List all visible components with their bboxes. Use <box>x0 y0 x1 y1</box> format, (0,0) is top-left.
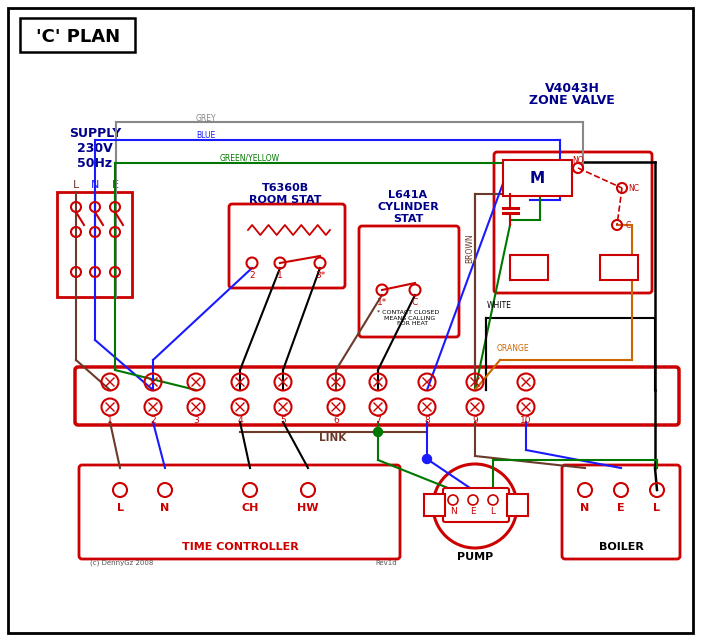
FancyBboxPatch shape <box>57 192 132 297</box>
Text: 5: 5 <box>280 415 286 424</box>
Text: 1: 1 <box>107 415 113 424</box>
FancyBboxPatch shape <box>507 494 528 516</box>
Text: 8: 8 <box>424 415 430 424</box>
Text: L: L <box>654 503 661 513</box>
Text: CH: CH <box>241 503 259 513</box>
Text: V4043H: V4043H <box>545 81 600 94</box>
FancyBboxPatch shape <box>229 204 345 288</box>
Text: SUPPLY
230V
50Hz: SUPPLY 230V 50Hz <box>69 126 121 169</box>
Text: N: N <box>581 503 590 513</box>
Text: L641A: L641A <box>388 190 428 200</box>
Text: N: N <box>91 180 99 190</box>
FancyBboxPatch shape <box>562 465 680 559</box>
Text: E: E <box>112 180 119 190</box>
Text: CYLINDER: CYLINDER <box>377 202 439 212</box>
Text: 3: 3 <box>193 415 199 424</box>
Text: * CONTACT CLOSED
  MEANS CALLING
     FOR HEAT: * CONTACT CLOSED MEANS CALLING FOR HEAT <box>377 310 439 326</box>
Text: 2: 2 <box>249 271 255 279</box>
Text: L: L <box>491 506 496 515</box>
FancyBboxPatch shape <box>8 8 693 633</box>
Text: NO: NO <box>572 156 584 165</box>
Text: 7: 7 <box>375 415 381 424</box>
Text: 1: 1 <box>277 271 283 279</box>
Text: PUMP: PUMP <box>457 552 493 562</box>
Text: E: E <box>617 503 625 513</box>
Circle shape <box>373 428 383 437</box>
Text: Rev1d: Rev1d <box>375 560 397 566</box>
Text: LINK: LINK <box>319 433 347 443</box>
Text: BLUE: BLUE <box>196 131 216 140</box>
Text: 1*: 1* <box>377 297 387 306</box>
Text: TIME CONTROLLER: TIME CONTROLLER <box>182 542 298 552</box>
Text: T6360B: T6360B <box>261 183 309 193</box>
FancyBboxPatch shape <box>424 494 445 516</box>
Text: NC: NC <box>628 183 640 192</box>
Text: M: M <box>529 171 545 185</box>
Text: 10: 10 <box>520 415 531 424</box>
Text: (c) DennyGz 2008: (c) DennyGz 2008 <box>90 560 153 566</box>
Text: 2: 2 <box>150 415 156 424</box>
FancyBboxPatch shape <box>510 255 548 280</box>
Text: 'C' PLAN: 'C' PLAN <box>36 28 120 46</box>
Text: L: L <box>117 503 124 513</box>
Text: L: L <box>73 180 79 190</box>
Text: C: C <box>625 221 630 229</box>
Circle shape <box>423 454 432 463</box>
Text: GREY: GREY <box>196 113 217 122</box>
Text: 3*: 3* <box>315 271 325 279</box>
Text: 9: 9 <box>472 415 478 424</box>
Text: WHITE: WHITE <box>487 301 512 310</box>
Text: BOILER: BOILER <box>599 542 644 552</box>
Text: 6: 6 <box>333 415 339 424</box>
Text: 4: 4 <box>237 415 243 424</box>
Text: N: N <box>160 503 170 513</box>
FancyBboxPatch shape <box>20 18 135 52</box>
FancyBboxPatch shape <box>503 160 572 196</box>
FancyBboxPatch shape <box>600 255 638 280</box>
FancyBboxPatch shape <box>75 367 679 425</box>
Text: HW: HW <box>297 503 319 513</box>
FancyBboxPatch shape <box>494 152 652 293</box>
Text: ZONE VALVE: ZONE VALVE <box>529 94 615 106</box>
FancyBboxPatch shape <box>359 226 459 337</box>
Text: GREEN/YELLOW: GREEN/YELLOW <box>220 153 280 163</box>
Text: ORANGE: ORANGE <box>497 344 529 353</box>
Text: E: E <box>470 506 476 515</box>
FancyBboxPatch shape <box>79 465 400 559</box>
Text: BROWN: BROWN <box>465 233 475 263</box>
Text: ROOM STAT: ROOM STAT <box>249 195 322 205</box>
Text: N: N <box>449 506 456 515</box>
Text: STAT: STAT <box>393 214 423 224</box>
FancyBboxPatch shape <box>443 488 509 522</box>
Text: C: C <box>412 297 418 306</box>
